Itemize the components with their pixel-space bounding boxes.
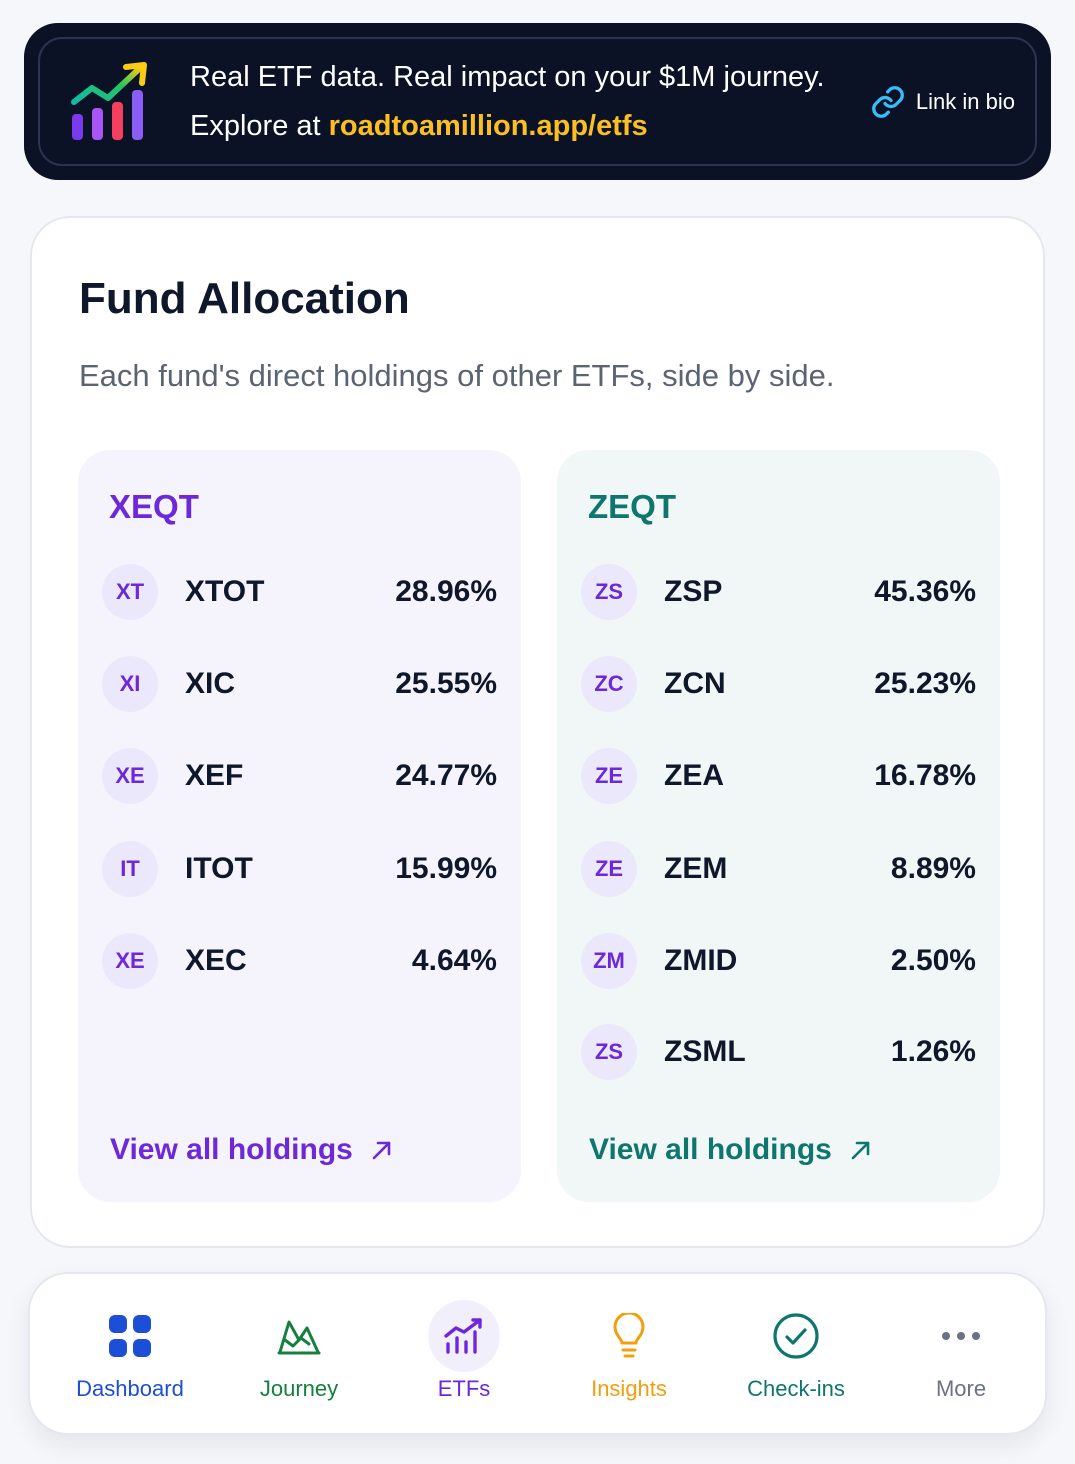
ticker-badge: ZM <box>581 933 637 989</box>
holding-ticker: ZCN <box>664 667 726 700</box>
holding-ticker: XEF <box>185 759 244 792</box>
holding-percent: 45.36% <box>874 575 976 608</box>
holding-percent: 15.99% <box>395 852 497 885</box>
nav-label: Insights <box>591 1376 667 1401</box>
nav-item-insights[interactable]: Insights <box>549 1274 709 1434</box>
arrow-up-right-icon <box>372 1141 391 1160</box>
holding-percent: 28.96% <box>395 575 497 608</box>
holding-row[interactable]: ZS ZSML 1.26% <box>581 1023 976 1081</box>
lightbulb-icon <box>593 1300 665 1372</box>
card-subtitle: Each fund's direct holdings of other ETF… <box>79 358 835 393</box>
fund-panel-zeqt: ZEQT ZS ZSP 45.36% ZC ZCN 25.23% ZE ZEA … <box>557 450 1000 1202</box>
bar-chart-icon <box>428 1300 500 1372</box>
holding-row[interactable]: IT ITOT 15.99% <box>102 840 497 898</box>
ticker-badge: XI <box>102 656 158 712</box>
holding-percent: 4.64% <box>411 944 497 977</box>
view-all-holdings-link[interactable]: View all holdings <box>110 1133 393 1167</box>
nav-label: More <box>935 1376 987 1401</box>
ticker-badge: ZS <box>581 564 637 620</box>
promo-line-2-prefix: Explore at <box>190 109 329 142</box>
ticker-badge: ZE <box>581 748 637 804</box>
holding-row[interactable]: XT XTOT 28.96% <box>102 563 497 621</box>
holding-ticker: XIC <box>185 667 236 700</box>
ticker-badge: IT <box>102 841 158 897</box>
check-circle-icon <box>760 1300 832 1372</box>
promo-url-link[interactable]: roadtoamillion.app/etfs <box>328 109 648 142</box>
nav-label: Check-ins <box>747 1376 845 1401</box>
holding-ticker: ZMID <box>664 944 738 977</box>
mountain-icon <box>263 1300 335 1372</box>
nav-label: Journey <box>259 1376 339 1401</box>
promo-text: Real ETF data. Real impact on your $1M j… <box>190 53 870 151</box>
link-icon <box>872 85 904 118</box>
holding-percent: 2.50% <box>890 944 976 977</box>
holding-row[interactable]: XI XIC 25.55% <box>102 655 497 713</box>
holding-ticker: XEC <box>185 944 247 977</box>
holding-percent: 24.77% <box>395 759 497 792</box>
arrow-up-right-icon <box>851 1141 870 1160</box>
ticker-badge: ZE <box>581 841 637 897</box>
bottom-nav: Dashboard Journey ETFs Ins <box>28 1272 1047 1435</box>
nav-item-more[interactable]: More <box>881 1274 1041 1434</box>
fund-name: ZEQT <box>588 488 676 525</box>
holding-row[interactable]: ZE ZEM 8.89% <box>581 840 976 898</box>
fund-allocation-card: Fund Allocation Each fund's direct holdi… <box>30 216 1045 1248</box>
holding-percent: 25.55% <box>395 667 497 700</box>
holding-ticker: ZSP <box>664 575 723 608</box>
holding-percent: 8.89% <box>890 852 976 885</box>
holding-row[interactable]: ZE ZEA 16.78% <box>581 747 976 805</box>
promo-line-1: Real ETF data. Real impact on your $1M j… <box>190 60 825 93</box>
holding-row[interactable]: XE XEC 4.64% <box>102 932 497 990</box>
holding-row[interactable]: ZM ZMID 2.50% <box>581 932 976 990</box>
holding-ticker: ZSML <box>664 1035 746 1068</box>
ticker-badge: XT <box>102 564 158 620</box>
growth-chart-icon <box>71 61 147 140</box>
holding-percent: 1.26% <box>890 1035 976 1068</box>
nav-label: ETFs <box>437 1376 491 1401</box>
view-all-holdings-link[interactable]: View all holdings <box>589 1133 872 1167</box>
fund-name: XEQT <box>109 488 199 525</box>
holding-row[interactable]: ZS ZSP 45.36% <box>581 563 976 621</box>
nav-item-journey[interactable]: Journey <box>219 1274 379 1434</box>
link-in-bio-label: Link in bio <box>915 88 1015 114</box>
nav-label: Dashboard <box>76 1376 184 1401</box>
holding-percent: 25.23% <box>874 667 976 700</box>
holding-ticker: ZEA <box>664 759 724 792</box>
ticker-badge: ZC <box>581 656 637 712</box>
nav-item-check-ins[interactable]: Check-ins <box>716 1274 876 1434</box>
nav-item-etfs[interactable]: ETFs <box>384 1274 544 1434</box>
more-icon <box>925 1300 997 1372</box>
card-title: Fund Allocation <box>79 274 410 323</box>
holding-row[interactable]: ZC ZCN 25.23% <box>581 655 976 713</box>
grid-icon <box>94 1300 166 1372</box>
promo-line-2: Explore at roadtoamillion.app/etfs <box>190 102 870 151</box>
view-all-label: View all holdings <box>110 1133 353 1166</box>
nav-item-dashboard[interactable]: Dashboard <box>50 1274 210 1434</box>
holding-row[interactable]: XE XEF 24.77% <box>102 747 497 805</box>
ticker-badge: XE <box>102 933 158 989</box>
view-all-label: View all holdings <box>589 1133 832 1166</box>
fund-panel-xeqt: XEQT XT XTOT 28.96% XI XIC 25.55% XE XEF… <box>78 450 521 1202</box>
holding-ticker: ITOT <box>185 852 253 885</box>
ticker-badge: ZS <box>581 1024 637 1080</box>
promo-banner-frame: Real ETF data. Real impact on your $1M j… <box>38 37 1037 166</box>
holding-ticker: XTOT <box>185 575 265 608</box>
holding-ticker: ZEM <box>664 852 728 885</box>
holding-percent: 16.78% <box>874 759 976 792</box>
link-in-bio[interactable]: Link in bio <box>870 84 1015 120</box>
promo-banner: Real ETF data. Real impact on your $1M j… <box>24 23 1051 180</box>
ticker-badge: XE <box>102 748 158 804</box>
